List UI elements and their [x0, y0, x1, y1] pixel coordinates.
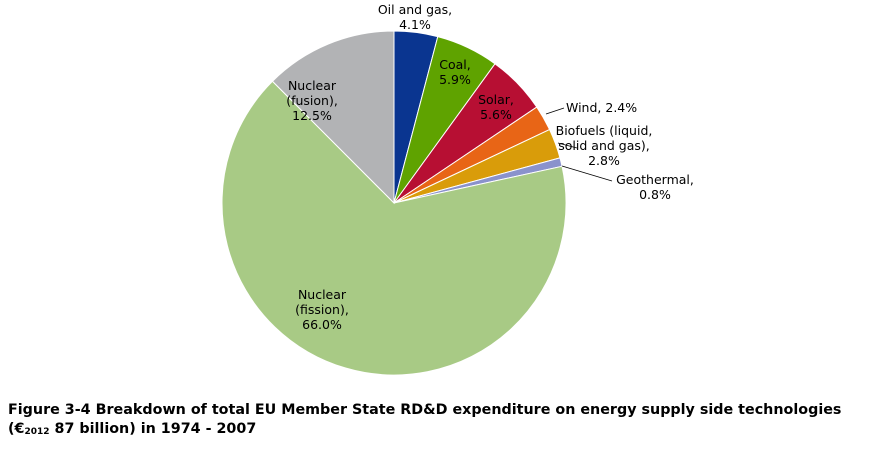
caption-subscript: 2012 [24, 427, 50, 437]
pie-slice-nuclear-fusion [271, 30, 395, 205]
caption-prefix: Figure 3-4 Breakdown of total EU Member … [8, 402, 842, 437]
slice-label-oil-and-gas: Oil and gas, 4.1% [378, 2, 452, 32]
slice-label-wind: Wind, 2.4% [566, 100, 637, 115]
leader-line-biofuels-liquid-solid-and-gas [557, 142, 578, 149]
leader-line-geothermal [561, 165, 613, 182]
caption-suffix: 87 billion) in 1974 - 2007 [49, 421, 257, 437]
slice-label-biofuels-liquid-solid-and-gas: Biofuels (liquid, solid and gas), 2.8% [556, 123, 653, 168]
pie-chart-svg: Oil and gas, 4.1% Coal, 5.9%Solar, 5.6% Wind,… [221, 2, 694, 376]
figure-caption: Figure 3-4 Breakdown of total EU Member … [8, 401, 876, 441]
pie-slice-nuclear-fission [221, 80, 567, 376]
slice-label-coal: Coal, 5.9% [439, 57, 471, 87]
slice-label-solar: Solar, 5.6% [478, 92, 514, 122]
slice-label-geothermal: Geothermal, 0.8% [616, 172, 694, 202]
slice-label-nuclear-fusion: Nuclear (fusion), 12.5% [286, 78, 338, 123]
leader-line-wind [545, 107, 565, 115]
pie-chart: Oil and gas, 4.1% Coal, 5.9% Solar, 5.6% Wind,… [221, 2, 694, 376]
slice-label-nuclear-fission: Nuclear (fission), 66.0% [295, 287, 349, 332]
